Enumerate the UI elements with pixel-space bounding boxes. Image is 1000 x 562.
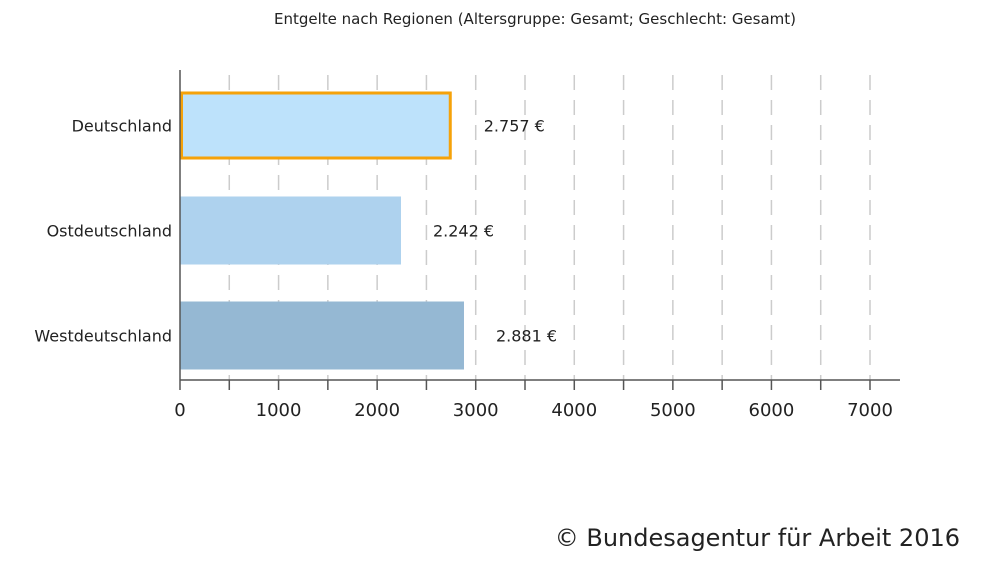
x-tick-label: 7000 bbox=[847, 400, 893, 421]
value-label: 2.757 € bbox=[484, 117, 545, 136]
bar-ostdeutschland bbox=[180, 196, 401, 265]
category-label: Westdeutschland bbox=[34, 327, 172, 346]
x-tick-label: 5000 bbox=[650, 400, 696, 421]
copyright-notice: © Bundesagentur für Arbeit 2016 bbox=[554, 524, 960, 552]
x-tick-label: 0 bbox=[174, 400, 185, 421]
bar-deutschland bbox=[180, 91, 452, 160]
value-label: 2.881 € bbox=[496, 327, 557, 346]
x-tick-label: 6000 bbox=[749, 400, 795, 421]
x-tick-label: 1000 bbox=[256, 400, 302, 421]
category-label: Ostdeutschland bbox=[47, 222, 172, 241]
x-tick-label: 4000 bbox=[551, 400, 597, 421]
x-tick-label: 2000 bbox=[354, 400, 400, 421]
category-label: Deutschland bbox=[72, 117, 172, 136]
value-label: 2.242 € bbox=[433, 222, 494, 241]
chart-title: Entgelte nach Regionen (Altersgruppe: Ge… bbox=[274, 10, 796, 28]
x-tick-label: 3000 bbox=[453, 400, 499, 421]
bar-westdeutschland bbox=[180, 301, 464, 370]
